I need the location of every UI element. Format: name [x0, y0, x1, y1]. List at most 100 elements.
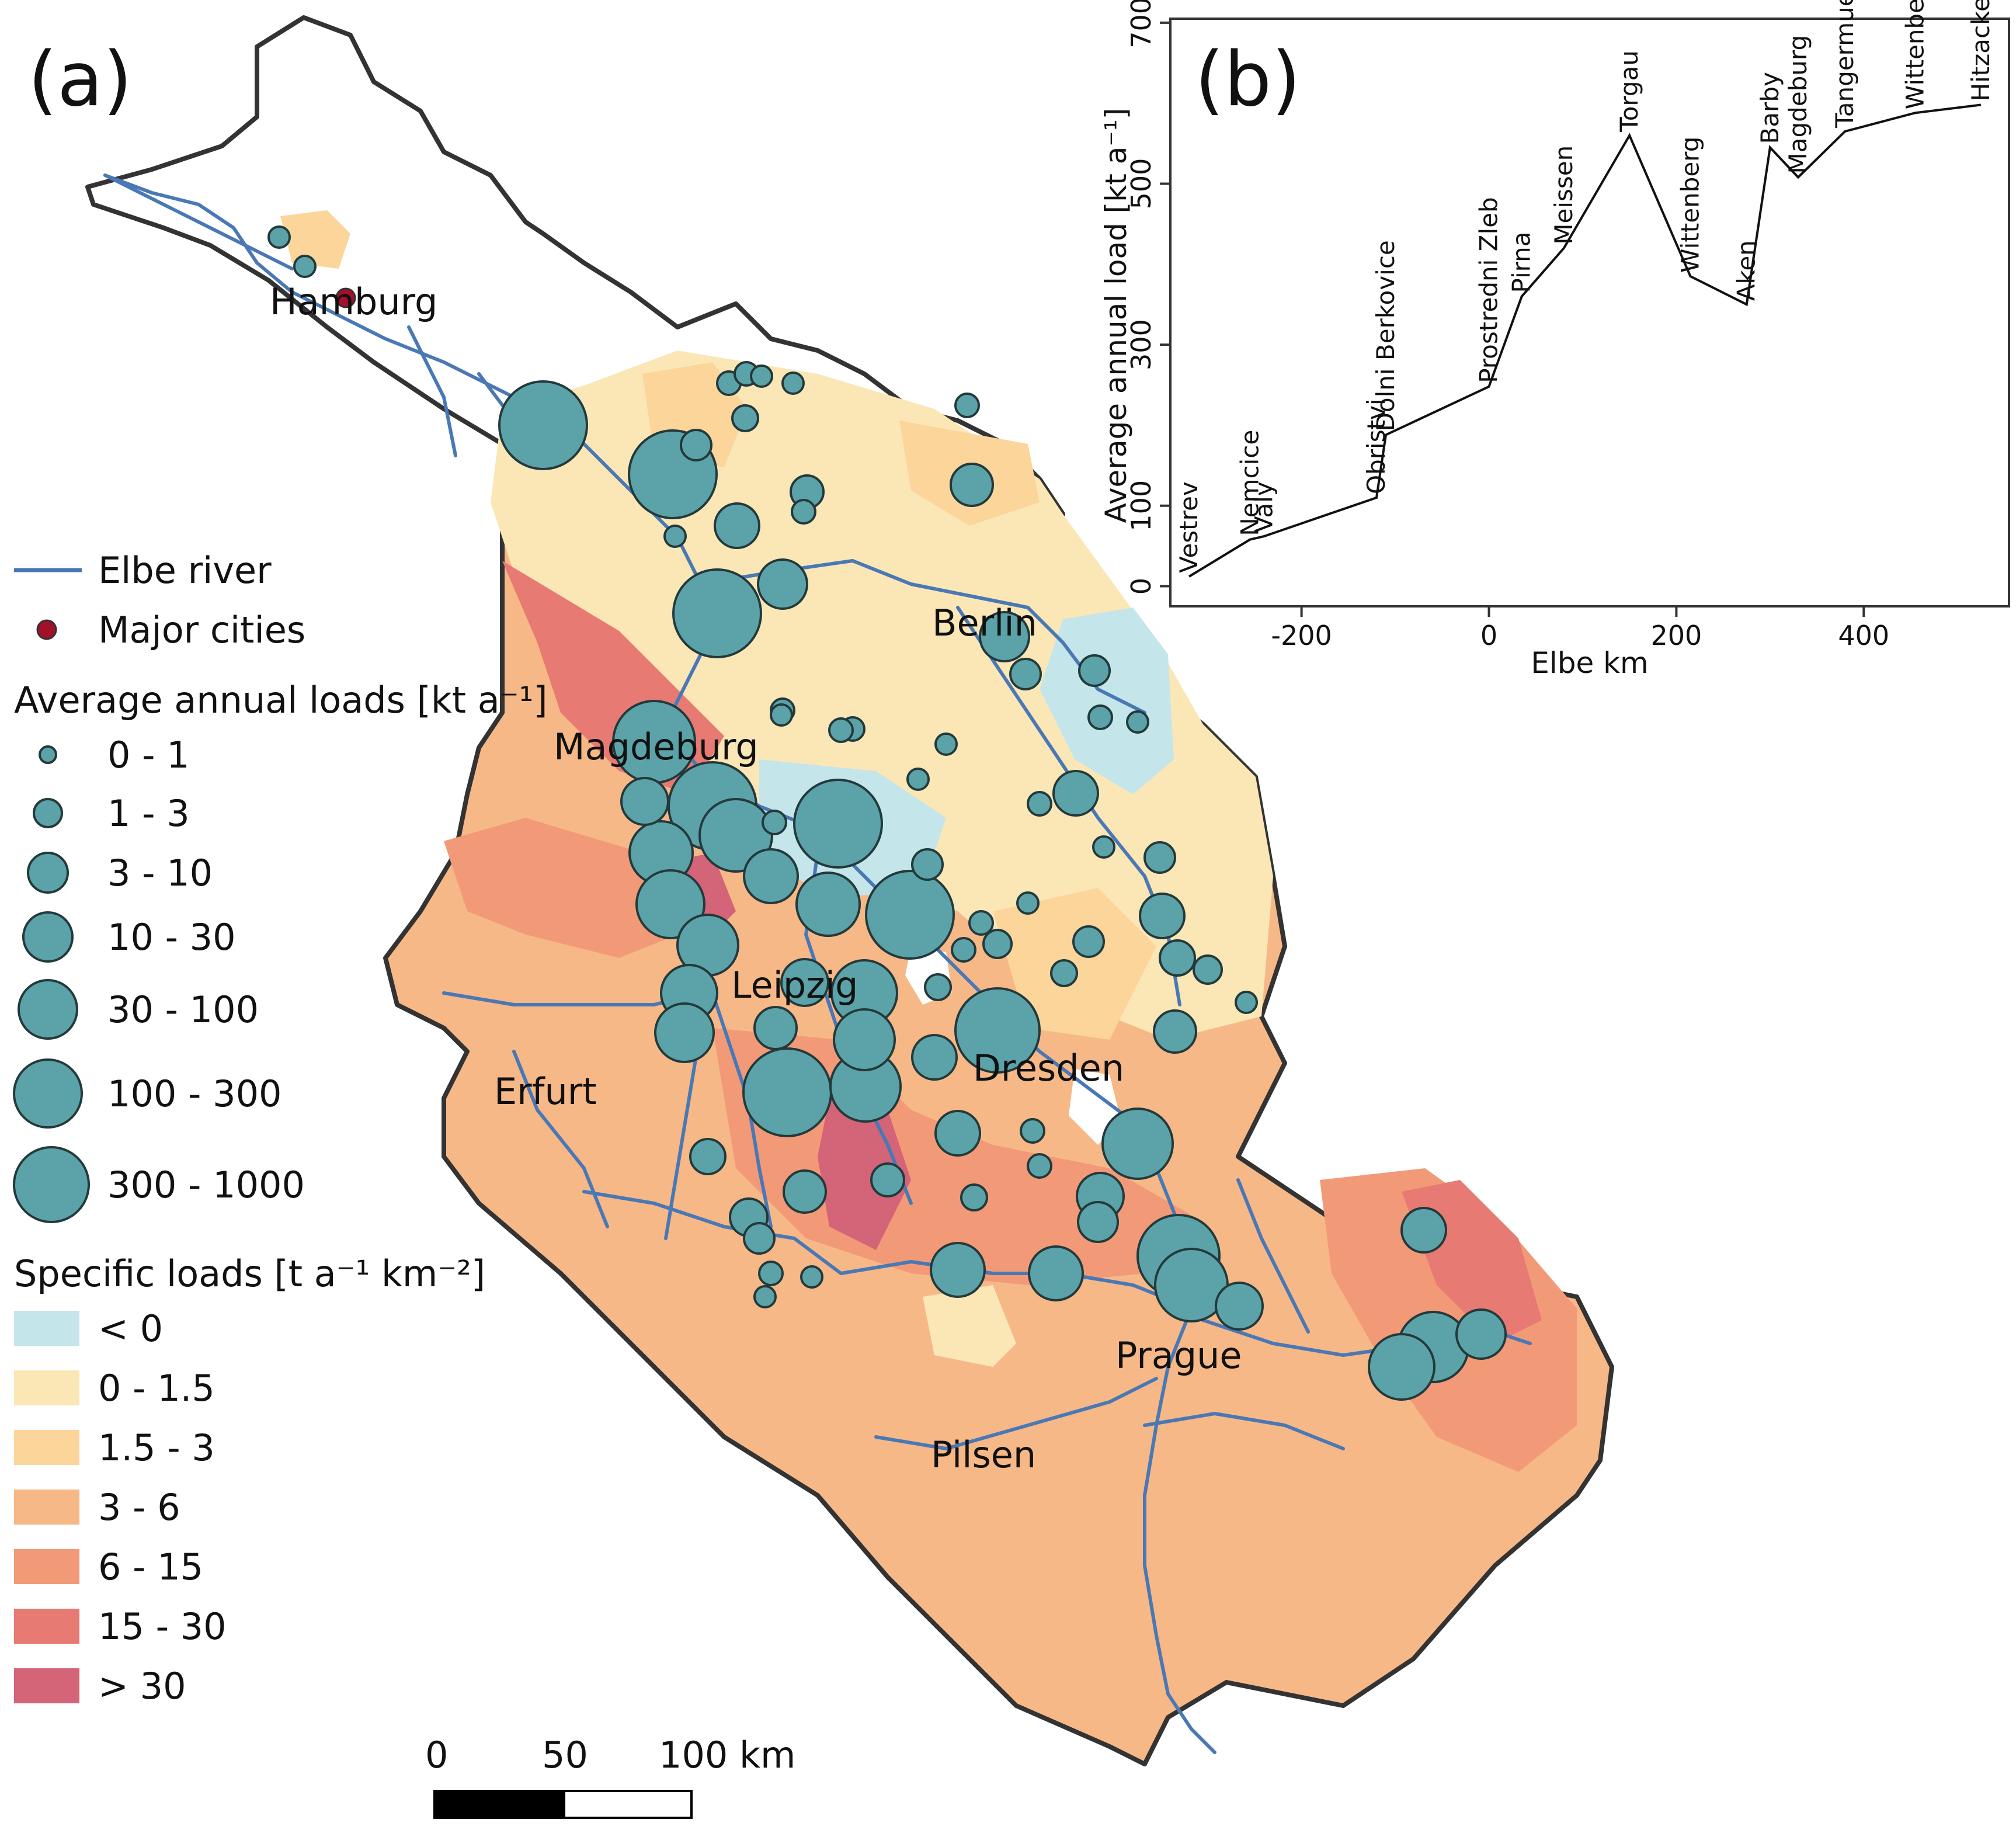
legend-load-label: 0 - 1: [107, 734, 190, 776]
legend-river-label: Elbe river: [98, 549, 272, 592]
eger-west: [582, 1190, 843, 1275]
station-label: Torgau: [1615, 50, 1643, 133]
city-label-leipzig: Leipzig: [731, 964, 858, 1006]
x-tick-label: 400: [1838, 620, 1889, 651]
station-label: Wittenberg: [1676, 137, 1704, 273]
station-circle: [954, 987, 1041, 1074]
station-circle: [968, 910, 994, 936]
station-label: Aken: [1732, 240, 1761, 301]
legend-specific-title: Specific loads [t a⁻¹ km⁻²]: [14, 1252, 485, 1295]
station-circle: [742, 1047, 832, 1137]
zone-1.5-3-c: [993, 888, 1156, 1040]
station-circle: [753, 1285, 777, 1308]
station-circle: [979, 611, 1030, 662]
station-circle: [865, 870, 955, 960]
y-tick-label: 0: [1125, 578, 1157, 595]
zone-1.5-3-hamburg: [280, 210, 350, 269]
city-label-erfurt: Erfurt: [494, 1070, 597, 1113]
station-label: Tangermuende: [1830, 0, 1859, 129]
station-circle: [1139, 893, 1186, 939]
legend-city-label: Major cities: [98, 609, 305, 651]
station-circle: [1052, 770, 1099, 817]
legend-load-label: 1 - 3: [107, 792, 190, 835]
legend-specific-label: 1.5 - 3: [98, 1426, 215, 1469]
station-circle: [1193, 954, 1223, 985]
legend-specific-label: 0 - 1.5: [98, 1367, 215, 1410]
x-axis-label: Elbe km: [1531, 646, 1649, 680]
x-axis: -200 0 200 400: [1271, 606, 1889, 651]
legend-specific-label: > 30: [98, 1665, 186, 1707]
station-circle: [743, 848, 799, 904]
scale-tick-label: 50: [542, 1734, 588, 1776]
station-circle: [1020, 1118, 1045, 1144]
station-circle: [1101, 1108, 1174, 1180]
station-circle: [1153, 1009, 1197, 1054]
station-label: Meissen: [1549, 145, 1578, 245]
station-label: Barby: [1756, 72, 1784, 144]
legend-swatch-1.5-3: [14, 1430, 79, 1465]
panel-label-a: (a): [28, 36, 132, 123]
station-circle: [1027, 1153, 1052, 1179]
station-circle: [791, 499, 816, 525]
station-loads: [267, 225, 1507, 1401]
station-label: Obristvi: [1362, 398, 1391, 494]
series-line: [1188, 103, 1982, 578]
legend-load-label: 100 - 300: [107, 1072, 281, 1115]
city-label-pilsen: Pilsen: [931, 1433, 1036, 1476]
station-circle: [795, 872, 861, 937]
legend-loads-title: Average annual loads [kt a⁻¹]: [14, 679, 548, 721]
legend-swatch-6-15: [14, 1549, 79, 1584]
legend-load-circle: [13, 1146, 90, 1223]
station-circle: [698, 798, 773, 873]
x-tick-label: 200: [1651, 620, 1702, 651]
station-circle: [757, 558, 808, 610]
saale-upper: [512, 1050, 609, 1228]
scale-bar-black: [433, 1790, 565, 1819]
station-circle: [267, 225, 291, 249]
panel-label-b: (b): [1195, 36, 1301, 123]
scale-bar-white: [563, 1790, 693, 1819]
station-label: Vestrev: [1174, 481, 1203, 573]
legend-swatch-0-1.5: [14, 1370, 79, 1405]
elde: [407, 325, 457, 457]
legend-load-circle: [18, 979, 78, 1040]
legend-load-circle: [39, 745, 57, 764]
station-label: Dolni Berkovice: [1371, 240, 1400, 431]
y-tick-label: 500: [1125, 158, 1157, 210]
station-circle: [293, 255, 317, 278]
station-circle: [1368, 1333, 1435, 1401]
zone-0-1.5: [491, 350, 1273, 1040]
zone-0-1.5-prague: [923, 1285, 1016, 1367]
station-circle: [1016, 891, 1040, 915]
hamburg-city-dot: [335, 287, 356, 308]
station-circle: [934, 732, 958, 756]
station-circle: [1235, 991, 1258, 1014]
legend-load-label: 30 - 100: [107, 988, 259, 1031]
station-circle: [1087, 704, 1113, 730]
station-circle: [950, 463, 994, 507]
scale-tick-label: 100 km: [659, 1734, 795, 1776]
map-legend: Elbe river Major cities Average annual l…: [13, 549, 548, 1707]
city-label-prague: Prague: [1115, 1334, 1242, 1377]
station-circle: [781, 372, 805, 395]
station-circle: [498, 380, 588, 470]
station-circle: [1455, 1308, 1507, 1360]
legend-load-circle: [27, 852, 69, 894]
legend-swatch-below-0: [14, 1311, 79, 1346]
station-circle: [1072, 925, 1105, 958]
station-circle: [793, 779, 883, 869]
berounka: [874, 1377, 1158, 1450]
legend-specific-label: < 0: [98, 1307, 163, 1350]
legend-swatch-15-30: [14, 1609, 79, 1644]
station-label: Wittenberge: [1901, 0, 1930, 109]
station-circle: [828, 717, 854, 743]
legend-load-circle: [13, 1058, 83, 1129]
station-circle: [924, 973, 952, 1001]
station-circle: [906, 768, 930, 791]
station-circle: [911, 848, 944, 881]
legend-load-label: 300 - 1000: [107, 1164, 305, 1206]
station-circle: [672, 568, 762, 658]
station-circle: [1028, 1245, 1084, 1301]
